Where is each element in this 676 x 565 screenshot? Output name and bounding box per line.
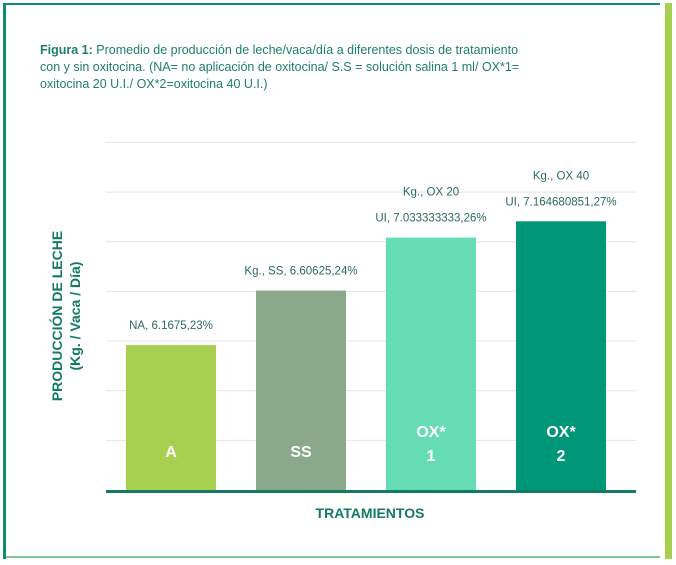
bar-category-label: SS [290, 444, 312, 461]
figure-caption: Figura 1: Promedio de producción de lech… [40, 42, 540, 93]
frame-top-border [6, 3, 660, 5]
bar-data-label: Kg., OX 20 [403, 187, 459, 199]
x-axis-label: TRATAMIENTOS [315, 505, 425, 521]
bar-2 [256, 290, 346, 490]
bar-data-label: NA, 6.1675,23% [129, 320, 213, 332]
figure-caption-text: Promedio de producción de leche/vaca/día… [40, 43, 520, 91]
bar-1 [126, 345, 216, 490]
figure-label: Figura 1: [40, 43, 93, 57]
frame-right-border [665, 3, 672, 559]
bar-category-label: OX* [416, 424, 446, 441]
bar-3 [386, 237, 476, 490]
frame-left-border [3, 3, 6, 559]
bar-data-label: Kg., SS, 6.60625,24% [244, 266, 357, 278]
bar-data-label: UI, 7.033333333,26% [375, 213, 486, 225]
bar-data-label: UI, 7.164680851,27% [505, 196, 616, 208]
bar-category-label: 2 [557, 448, 566, 465]
bar-category-label: 1 [427, 448, 436, 465]
bar-category-label: OX* [546, 424, 576, 441]
bar-category-label: A [165, 444, 177, 461]
frame-bottom-border [6, 556, 660, 558]
bar-data-label: Kg., OX 40 [533, 170, 589, 182]
data-label-layer: A NA, 6.1675,23% SS Kg., SS, 6.60625,24% OX*… [129, 170, 617, 465]
bar-4 [516, 221, 606, 490]
bar-layer [126, 221, 606, 490]
